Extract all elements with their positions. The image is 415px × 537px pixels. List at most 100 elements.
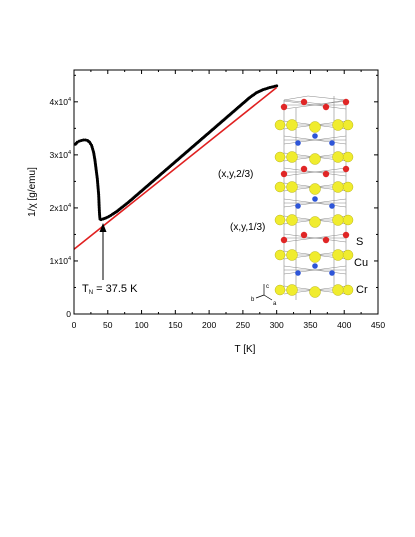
crystal-structure-inset: (x,y,2/3) (x,y,1/3) S Cu Cr c b a bbox=[218, 95, 368, 307]
copper-atom bbox=[312, 196, 318, 202]
sulfur-atom bbox=[342, 181, 354, 193]
sulfur-atom bbox=[274, 151, 286, 163]
sulfur-atom bbox=[309, 183, 321, 195]
sulfur-atom bbox=[309, 121, 321, 133]
b-axis-line bbox=[255, 294, 265, 299]
axes-indicator: c b a bbox=[251, 284, 277, 307]
legend-sulfur-label: S bbox=[356, 236, 363, 248]
chromium-atom bbox=[342, 165, 350, 173]
copper-atom bbox=[312, 133, 318, 139]
sulfur-atom bbox=[286, 151, 298, 163]
chromium-atom bbox=[342, 231, 350, 239]
data-point bbox=[275, 84, 279, 88]
y-tick-label: 3x104 bbox=[50, 150, 72, 160]
sulfur-atom bbox=[309, 216, 321, 228]
y-tick-exponent: 4 bbox=[68, 150, 71, 156]
chromium-atom bbox=[300, 231, 308, 239]
sulfur-atom bbox=[309, 153, 321, 165]
sulfur-atom bbox=[286, 181, 298, 193]
axis-b-label: b bbox=[251, 297, 255, 303]
x-tick-label: 0 bbox=[72, 320, 77, 330]
y-tick-label: 0 bbox=[66, 309, 71, 319]
layer-label-top: (x,y,2/3) bbox=[218, 169, 253, 180]
sulfur-atom bbox=[332, 181, 344, 193]
axis-a-label: a bbox=[273, 301, 277, 307]
a-axis-line bbox=[263, 294, 273, 301]
y-tick-exponent: 4 bbox=[68, 256, 71, 262]
copper-atom bbox=[295, 203, 301, 209]
x-tick-label: 400 bbox=[337, 320, 351, 330]
y-tick-base: 4x10 bbox=[50, 97, 69, 107]
copper-atom bbox=[329, 270, 335, 276]
y-tick-label: 1x104 bbox=[50, 256, 72, 266]
y-tick-base: 1x10 bbox=[50, 256, 69, 266]
sulfur-atom bbox=[309, 251, 321, 263]
tn-symbol: T bbox=[82, 283, 89, 295]
chromium-atom bbox=[280, 103, 288, 111]
copper-atom bbox=[329, 140, 335, 146]
annotation-arrow-head bbox=[99, 223, 107, 232]
sulfur-atom bbox=[274, 119, 286, 131]
atoms bbox=[274, 98, 354, 298]
sulfur-atom bbox=[332, 119, 344, 131]
tn-annotation-text: TN = 37.5 K bbox=[82, 283, 138, 296]
plot-frame bbox=[73, 69, 379, 315]
sulfur-atom bbox=[342, 249, 354, 261]
sulfur-atom bbox=[286, 249, 298, 261]
y-tick-label: 2x104 bbox=[50, 203, 72, 213]
x-tick-label: 250 bbox=[236, 320, 250, 330]
chromium-atom bbox=[322, 170, 330, 178]
y-tick-exponent: 4 bbox=[68, 97, 71, 103]
copper-atom bbox=[329, 203, 335, 209]
copper-atom bbox=[295, 140, 301, 146]
series-group bbox=[73, 84, 279, 250]
curie-weiss-fit-line bbox=[73, 86, 278, 250]
sulfur-atom bbox=[286, 214, 298, 226]
copper-atom bbox=[295, 270, 301, 276]
sulfur-atom bbox=[274, 249, 286, 261]
sulfur-atom bbox=[286, 284, 298, 296]
chromium-atom bbox=[280, 170, 288, 178]
x-tick-labels: 0 50 100 150 200 250 300 350 400 450 bbox=[72, 320, 386, 330]
chromium-atom bbox=[322, 103, 330, 111]
legend-copper-label: Cu bbox=[354, 257, 368, 269]
sulfur-atom bbox=[274, 214, 286, 226]
sulfur-atom bbox=[274, 284, 286, 296]
chromium-atom bbox=[300, 165, 308, 173]
chromium-atom bbox=[322, 236, 330, 244]
x-tick-label: 350 bbox=[303, 320, 317, 330]
sulfur-atom bbox=[342, 284, 354, 296]
y-tick-base: 2x10 bbox=[50, 203, 69, 213]
sulfur-atom bbox=[332, 151, 344, 163]
neel-temperature-annotation: TN = 37.5 K bbox=[82, 223, 138, 296]
sulfur-atom bbox=[342, 151, 354, 163]
chromium-atom bbox=[280, 236, 288, 244]
chromium-atom bbox=[342, 98, 350, 106]
chromium-atom bbox=[300, 98, 308, 106]
cell-edge bbox=[307, 95, 347, 101]
tn-subscript: N bbox=[89, 290, 93, 296]
x-axis-label: T [K] bbox=[235, 344, 256, 355]
legend-chromium-label: Cr bbox=[356, 284, 368, 296]
sulfur-atom bbox=[274, 181, 286, 193]
sulfur-atom bbox=[332, 249, 344, 261]
y-tick-base: 3x10 bbox=[50, 150, 69, 160]
sulfur-atom bbox=[332, 284, 344, 296]
x-tick-label: 50 bbox=[103, 320, 113, 330]
sulfur-atom bbox=[342, 214, 354, 226]
layer-label-middle: (x,y,1/3) bbox=[230, 222, 265, 233]
copper-atom bbox=[312, 263, 318, 269]
x-tick-label: 450 bbox=[371, 320, 385, 330]
sulfur-atom bbox=[309, 286, 321, 298]
x-tick-label: 300 bbox=[270, 320, 284, 330]
cell-edge bbox=[283, 95, 309, 101]
y-tick-label: 4x104 bbox=[50, 97, 72, 107]
y-axis-label: 1/χ [g/emu] bbox=[27, 167, 38, 217]
x-tick-label: 150 bbox=[168, 320, 182, 330]
sulfur-atom bbox=[286, 119, 298, 131]
sulfur-atom bbox=[342, 119, 354, 131]
